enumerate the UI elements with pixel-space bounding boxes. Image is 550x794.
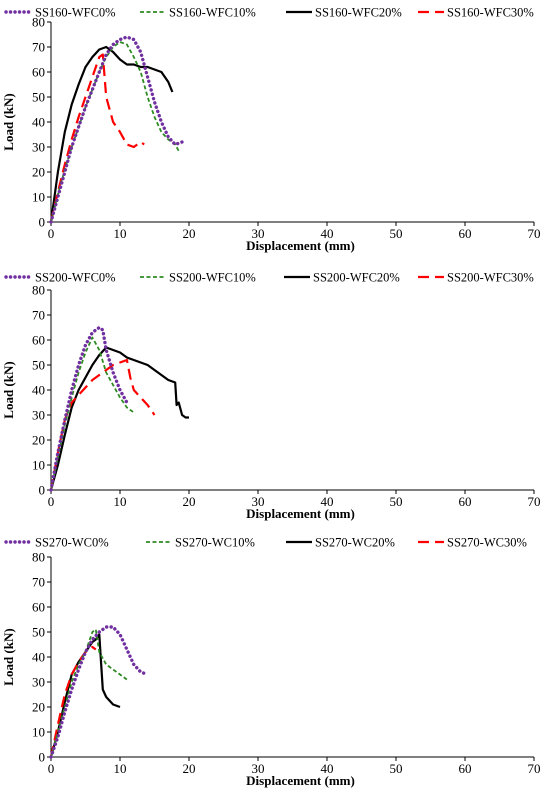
series-line-SS270-WC20% xyxy=(49,633,121,758)
chart-panel-2: SS200-WFC0% SS200-WFC10% SS200-WFC20% SS200… xyxy=(1,271,541,522)
y-tick-label: 20 xyxy=(32,700,45,715)
legend-label: SS270-WC10% xyxy=(175,536,255,550)
legend: SS270-WC0% SS270-WC10% SS270-WC20% SS270-WC… xyxy=(4,536,527,550)
series-line-SS270-WC30% xyxy=(49,645,97,758)
legend: SS160-WFC0% SS160-WFC10% SS160-WFC20% SS160… xyxy=(4,6,534,20)
x-tick-label: 70 xyxy=(528,226,541,241)
y-tick-label: 50 xyxy=(32,90,45,105)
x-tick-label: 40 xyxy=(321,494,334,509)
y-tick-label: 80 xyxy=(32,283,45,298)
series-line-SS270-WC0% xyxy=(49,625,150,759)
y-tick-label: 60 xyxy=(32,600,45,615)
series-line-SS200-WFC20% xyxy=(49,346,189,491)
y-tick-label: 20 xyxy=(32,165,45,180)
series-line-SS160-WFC20% xyxy=(49,45,174,223)
x-tick-label: 0 xyxy=(48,761,55,776)
x-tick-label: 60 xyxy=(459,226,472,241)
x-tick-label: 10 xyxy=(114,761,127,776)
x-tick-label: 60 xyxy=(459,494,472,509)
legend-label: SS270-WC20% xyxy=(315,536,395,550)
x-tick-label: 20 xyxy=(183,761,196,776)
y-tick-label: 70 xyxy=(32,40,45,55)
chart-panel-3: SS270-WC0% SS270-WC10% SS270-WC20% SS270-WC… xyxy=(1,536,541,789)
y-tick-label: 0 xyxy=(39,215,46,230)
x-axis-title: Displacement (mm) xyxy=(246,238,355,253)
y-tick-label: 30 xyxy=(32,408,45,423)
x-tick-label: 70 xyxy=(528,494,541,509)
series-line-SS270-WC10% xyxy=(50,628,128,758)
x-tick-label: 30 xyxy=(252,226,265,241)
y-tick-label: 70 xyxy=(32,308,45,323)
x-tick-label: 60 xyxy=(459,761,472,776)
y-tick-label: 40 xyxy=(32,650,45,665)
legend-label: SS270-WC30% xyxy=(447,536,527,550)
y-tick-label: 10 xyxy=(32,458,45,473)
legend-label: SS160-WFC30% xyxy=(447,6,534,20)
series-line-SS200-WFC30% xyxy=(49,358,156,491)
legend-label: SS200-WFC20% xyxy=(313,271,400,285)
x-tick-label: 10 xyxy=(114,494,127,509)
y-tick-label: 80 xyxy=(32,550,45,565)
y-tick-label: 50 xyxy=(32,625,45,640)
x-tick-label: 20 xyxy=(183,494,196,509)
y-axis-title: Load (kN) xyxy=(1,628,16,685)
y-tick-label: 30 xyxy=(32,675,45,690)
chart-panel-1: SS160-WFC0% SS160-WFC10% SS160-WFC20% SS160… xyxy=(1,6,541,254)
x-tick-label: 40 xyxy=(321,226,334,241)
x-tick-label: 0 xyxy=(48,494,55,509)
legend-label: SS160-WFC10% xyxy=(169,6,256,20)
y-tick-label: 60 xyxy=(32,333,45,348)
legend-label: SS160-WFC20% xyxy=(315,6,402,20)
x-tick-label: 30 xyxy=(252,494,265,509)
series-line-SS200-WFC10% xyxy=(50,336,135,491)
y-tick-label: 40 xyxy=(32,383,45,398)
legend-label: SS200-WFC0% xyxy=(35,271,116,285)
series-line-SS160-WFC0% xyxy=(49,35,184,224)
legend-label: SS200-WFC10% xyxy=(169,271,256,285)
y-tick-label: 20 xyxy=(32,433,45,448)
y-tick-label: 80 xyxy=(32,15,45,30)
x-tick-label: 40 xyxy=(321,761,334,776)
legend-label: SS200-WFC30% xyxy=(447,271,534,285)
y-tick-label: 60 xyxy=(32,65,45,80)
x-tick-label: 50 xyxy=(390,761,403,776)
y-axis-title: Load (kN) xyxy=(1,361,16,418)
series-line-SS200-WFC0% xyxy=(49,325,129,492)
series-line-SS160-WFC10% xyxy=(50,41,181,223)
x-tick-label: 20 xyxy=(183,226,196,241)
y-tick-label: 40 xyxy=(32,115,45,130)
x-tick-label: 30 xyxy=(252,761,265,776)
legend: SS200-WFC0% SS200-WFC10% SS200-WFC20% SS200… xyxy=(4,271,534,285)
legend-label: SS270-WC0% xyxy=(35,536,109,550)
y-tick-label: 50 xyxy=(32,358,45,373)
x-tick-label: 70 xyxy=(528,761,541,776)
x-tick-label: 0 xyxy=(48,226,55,241)
x-tick-label: 50 xyxy=(390,226,403,241)
y-tick-label: 10 xyxy=(32,190,45,205)
x-axis-title: Displacement (mm) xyxy=(246,773,355,788)
y-tick-label: 0 xyxy=(39,483,46,498)
y-tick-label: 10 xyxy=(32,725,45,740)
legend-label: SS160-WFC0% xyxy=(35,6,116,20)
x-tick-label: 50 xyxy=(390,494,403,509)
y-tick-label: 70 xyxy=(32,575,45,590)
x-axis-title: Displacement (mm) xyxy=(246,506,355,521)
y-tick-label: 0 xyxy=(39,750,46,765)
y-axis-title: Load (kN) xyxy=(1,93,16,150)
y-tick-label: 30 xyxy=(32,140,45,155)
x-tick-label: 10 xyxy=(114,226,127,241)
series-line-SS160-WFC30% xyxy=(49,53,145,223)
